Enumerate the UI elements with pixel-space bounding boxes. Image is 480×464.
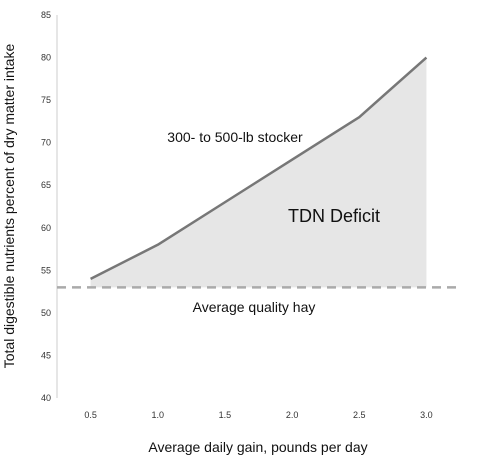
x-tick-label: 3.0 bbox=[420, 410, 433, 420]
reference-line-label: Average quality hay bbox=[193, 299, 316, 315]
x-tick-label: 1.5 bbox=[219, 410, 232, 420]
x-tick-label: 2.5 bbox=[353, 410, 366, 420]
y-tick-label: 70 bbox=[41, 138, 51, 148]
series-group bbox=[90, 56, 428, 280]
x-axis-title: Average daily gain, pounds per day bbox=[148, 439, 367, 455]
x-tick-label: 0.5 bbox=[84, 410, 97, 420]
series-line-stocker bbox=[90, 56, 428, 280]
x-tick-labels: 0.5 1.0 1.5 2.0 2.5 3.0 bbox=[84, 410, 432, 420]
y-axis-title: Total digestible nutrients percent of dr… bbox=[1, 44, 17, 369]
deficit-area bbox=[90, 57, 427, 288]
y-tick-label: 50 bbox=[41, 308, 51, 318]
area-label: TDN Deficit bbox=[288, 206, 380, 226]
y-tick-label: 40 bbox=[41, 393, 51, 403]
y-tick-label: 65 bbox=[41, 180, 51, 190]
y-tick-label: 55 bbox=[41, 265, 51, 275]
y-tick-label: 45 bbox=[41, 350, 51, 360]
y-tick-label: 80 bbox=[41, 53, 51, 63]
series-label: 300- to 500-lb stocker bbox=[167, 129, 303, 145]
x-tick-label: 1.0 bbox=[151, 410, 164, 420]
y-tick-labels: 40 45 50 55 60 65 70 75 80 85 bbox=[41, 10, 51, 403]
y-tick-label: 75 bbox=[41, 95, 51, 105]
x-tick-label: 2.0 bbox=[286, 410, 299, 420]
y-tick-label: 85 bbox=[41, 10, 51, 20]
y-tick-label: 60 bbox=[41, 223, 51, 233]
deficit-area-group bbox=[90, 57, 427, 288]
